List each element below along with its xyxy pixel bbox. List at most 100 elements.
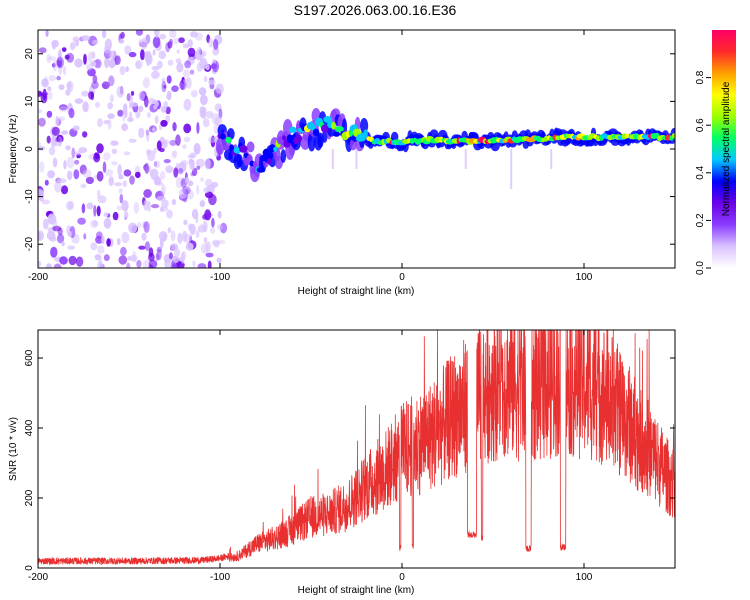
spectrogram-noise-cell xyxy=(183,123,192,134)
spectrogram-noise-cell xyxy=(122,180,127,188)
spectrogram-ridge-core xyxy=(335,126,344,133)
spectrogram-noise-cell xyxy=(74,159,80,165)
spectrogram-noise-cell xyxy=(175,134,181,146)
spectrogram-noise-cell xyxy=(205,241,212,252)
spectrogram-noise-cell xyxy=(130,102,139,107)
spectrogram-noise-cell xyxy=(149,170,154,176)
spectrogram-noise-cell xyxy=(144,165,152,173)
spectrogram-noise-cell xyxy=(128,51,137,58)
spectrogram-noise-cell xyxy=(111,148,118,154)
spectrogram-noise-cell xyxy=(141,232,147,241)
spectrogram-noise-cell xyxy=(135,110,141,119)
spectrogram-noise-cell xyxy=(46,54,52,64)
spectrogram-noise-cell xyxy=(182,69,191,78)
snr-plot: -200 -100 0 100 0 200 400 600 Height of straig… xyxy=(8,329,676,596)
spectrogram-noise-cell xyxy=(182,43,190,49)
spectrogram-noise-cell xyxy=(190,31,198,38)
spectrogram-noise-cell xyxy=(108,176,114,187)
spectrogram-noise-cell xyxy=(51,126,60,136)
spectrogram-noise-cell xyxy=(119,39,125,44)
spectrogram-noise-cell xyxy=(217,210,222,219)
spectrogram-noise-cell xyxy=(178,167,184,175)
spectrogram-noise-cell xyxy=(107,118,112,130)
spectrogram-noise-cell xyxy=(171,199,177,206)
spectrogram-noise-cell xyxy=(64,54,70,60)
spectrogram-ridge-core xyxy=(671,133,675,139)
spectrogram-noise-cell xyxy=(154,160,161,169)
spectrogram-noise-cell xyxy=(133,201,140,214)
spectrogram-noise-cell xyxy=(140,38,148,50)
spectrogram-noise-cell xyxy=(154,115,159,124)
spectrogram-noise-cell xyxy=(101,81,110,90)
spectrogram-noise-cell xyxy=(170,243,179,251)
spectrogram-noise-cell xyxy=(103,254,110,262)
spectrogram-noise-cell xyxy=(66,201,73,211)
spectrogram-noise-cell xyxy=(148,264,154,268)
spectrogram-noise-cell xyxy=(48,75,57,82)
spectrogram-ridge-halo xyxy=(246,141,255,153)
colorbar-tick-label: 0.4 xyxy=(695,165,706,179)
colorbar-tick-label: 0.0 xyxy=(695,261,706,275)
spectrogram-streak xyxy=(355,149,358,169)
snr-y-tick-label: 0 xyxy=(24,565,35,571)
spectrogram-noise-cell xyxy=(90,219,98,229)
spectrogram-noise-cell xyxy=(45,263,52,268)
spectrogram-noise-cell xyxy=(114,55,121,66)
spectrogram-noise-cell xyxy=(168,252,173,260)
spectrogram-noise-cell xyxy=(46,110,53,118)
spectrogram-noise-cell xyxy=(196,122,200,134)
spectrogram-streak xyxy=(464,149,467,169)
spectrogram-noise-cell xyxy=(83,233,87,240)
spectrogram-noise-cell xyxy=(165,115,171,123)
spectrogram-noise-cell xyxy=(75,256,84,267)
spectrogram-noise-cell xyxy=(172,122,177,132)
spectrogram-y-tick-label: 10 xyxy=(24,95,35,107)
spectrogram-noise-cell xyxy=(42,218,49,230)
spectrogram-noise-cell xyxy=(210,135,216,148)
spectrogram-noise-cell xyxy=(130,90,135,96)
spectrogram-noise-cell xyxy=(163,84,167,89)
spectrogram-noise-cell xyxy=(38,141,42,147)
spectrogram-noise-cell xyxy=(189,223,196,235)
spectrogram-noise-cell xyxy=(169,139,177,146)
spectrogram-noise-cell xyxy=(103,217,112,229)
spectrogram-noise-cell xyxy=(124,211,129,219)
spectrogram-ridge-core xyxy=(246,155,252,161)
spectrogram-noise-cell xyxy=(66,170,73,181)
spectrogram-noise-cell xyxy=(44,75,48,85)
spectrogram-noise-cell xyxy=(125,66,129,73)
spectrogram-noise-cell xyxy=(202,118,210,128)
spectrogram-noise-cell xyxy=(161,77,166,83)
spectrogram-ridge-core xyxy=(273,146,278,152)
spectrogram-noise-cell xyxy=(116,205,124,211)
spectrogram-ridge-core xyxy=(289,126,297,133)
spectrogram-noise-cell xyxy=(121,200,129,212)
spectrogram-noise-cell xyxy=(153,176,162,185)
spectrogram-noise-cell xyxy=(96,171,104,182)
spectrogram-noise-cell xyxy=(73,169,80,180)
spectrogram-noise-cell xyxy=(108,75,115,87)
spectrogram-noise-field xyxy=(38,30,228,268)
spectrogram-noise-cell xyxy=(109,50,116,59)
spectrogram-streak xyxy=(331,149,334,169)
spectrogram-noise-cell xyxy=(128,222,138,234)
spectrogram-noise-cell xyxy=(160,119,168,127)
spectrogram-noise-cell xyxy=(47,213,57,225)
spectrogram-noise-cell xyxy=(151,70,160,79)
spectrogram-noise-cell xyxy=(120,246,127,256)
spectrogram-ridge-core xyxy=(295,134,303,143)
spectrogram-signal-ridge xyxy=(215,108,675,189)
spectrogram-noise-cell xyxy=(38,231,42,241)
spectrogram-noise-cell xyxy=(161,140,168,149)
spectrogram-noise-cell xyxy=(68,230,72,237)
spectrogram-noise-cell xyxy=(195,215,199,224)
spectrogram-noise-cell xyxy=(96,189,101,199)
spectrogram-streak xyxy=(550,149,553,169)
snr-series-line xyxy=(38,330,675,566)
spectrogram-noise-cell xyxy=(91,81,99,90)
spectrogram-noise-cell xyxy=(205,252,214,258)
spectrogram-x-tick-label: 100 xyxy=(576,272,593,283)
spectrogram-noise-cell xyxy=(152,49,156,56)
spectrogram-noise-cell xyxy=(98,255,102,267)
